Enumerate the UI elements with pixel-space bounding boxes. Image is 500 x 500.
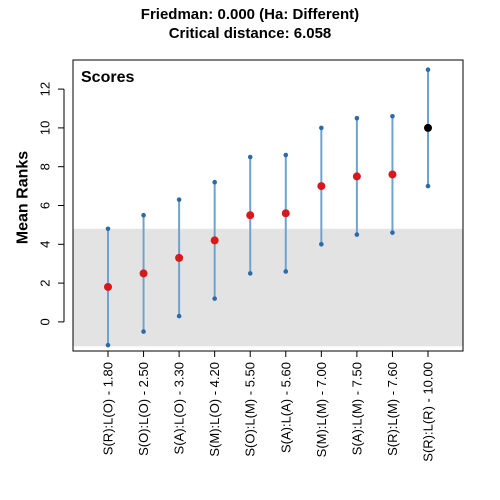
x-tick-label: S(M):L(O) - 4.20	[207, 362, 222, 457]
y-tick-label: 8	[38, 163, 53, 170]
whisker-upper-end	[105, 226, 111, 232]
critical-distance-band	[73, 228, 463, 347]
y-tick-label: 12	[38, 82, 53, 96]
mean-rank-point	[352, 172, 361, 181]
mean-rank-point	[281, 209, 290, 218]
mean-rank-point	[175, 253, 184, 262]
whisker-lower-end	[425, 183, 431, 189]
whisker-lower-end	[141, 329, 146, 334]
x-tick-label: S(O):L(M) - 5.50	[243, 362, 258, 457]
whisker-lower-end	[390, 230, 395, 235]
chart-subtitle: Critical distance: 6.058	[168, 25, 332, 42]
y-tick-label: 2	[38, 279, 53, 286]
whisker-lower-end	[247, 271, 253, 276]
whisker-upper-end	[141, 212, 146, 218]
whisker-upper-end	[390, 113, 395, 119]
whisker-upper-end	[176, 197, 182, 202]
mean-rank-point	[139, 269, 148, 278]
whisker-upper-end	[354, 115, 360, 121]
x-tick-label: S(A):L(O) - 3.30	[172, 362, 187, 454]
whisker-lower-end	[319, 242, 324, 247]
whisker-upper-end	[319, 125, 324, 131]
x-tick-label: S(M):L(M) - 7.00	[314, 362, 329, 457]
chart-title: Friedman: 0.000 (Ha: Different)	[140, 6, 360, 23]
whisker-lower-end	[176, 313, 182, 319]
mean-rank-point	[388, 170, 397, 179]
whisker-lower-end	[212, 296, 217, 301]
x-tick-label: S(R):L(M) - 7.60	[385, 362, 400, 456]
whisker-lower-end	[354, 232, 360, 237]
x-tick-label: S(A):L(A) - 5.60	[278, 362, 293, 453]
mean-rank-point	[210, 236, 219, 245]
x-tick-label: S(R):L(O) - 1.80	[101, 362, 116, 455]
y-tick-label: 6	[38, 202, 53, 209]
whisker-upper-end	[247, 154, 253, 160]
whisker-lower-end	[105, 342, 111, 348]
y-tick-label: 10	[38, 121, 53, 135]
plot-frame	[72, 59, 464, 352]
whisker-upper-end	[283, 152, 289, 158]
best-rank-point	[424, 123, 432, 132]
whisker-upper-end	[212, 179, 217, 185]
x-tick-label: S(R):L(R) - 10.00	[421, 362, 436, 462]
x-tick-label: S(O):L(O) - 2.50	[136, 362, 151, 456]
legend-label: Scores	[81, 69, 134, 86]
mean-rank-point	[317, 182, 326, 191]
x-tick-label: S(A):L(M) - 7.50	[349, 362, 364, 455]
y-tick-label: 4	[38, 241, 53, 248]
mean-rank-point	[246, 211, 255, 220]
y-tick-label: 0	[38, 318, 53, 325]
y-axis-label: Mean Ranks	[15, 151, 32, 244]
whisker-upper-end	[425, 67, 431, 72]
whisker-lower-end	[283, 269, 289, 274]
mean-rank-point	[104, 282, 112, 291]
